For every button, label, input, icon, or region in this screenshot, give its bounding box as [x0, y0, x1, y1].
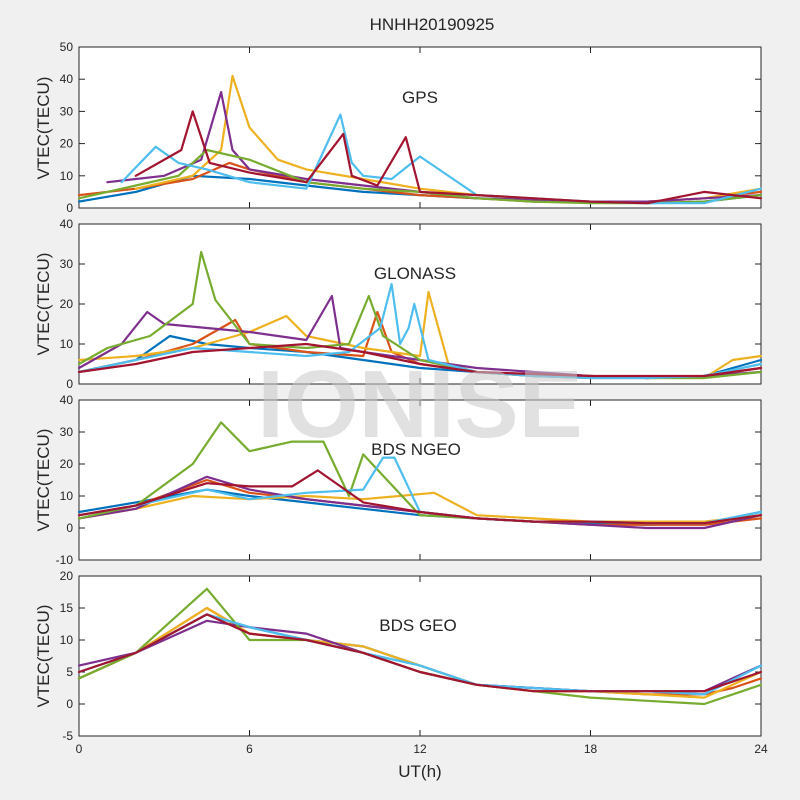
series-line-7 — [77, 342, 763, 378]
y-tick-label: 0 — [66, 521, 73, 535]
y-tick-label: 20 — [60, 297, 74, 311]
x-tick-label: 6 — [246, 742, 253, 756]
x-tick-label: 18 — [584, 742, 598, 756]
y-tick-label: 20 — [60, 569, 74, 583]
series-group — [77, 421, 763, 530]
y-tick-label: 15 — [60, 601, 74, 615]
x-tick-label: 12 — [413, 742, 427, 756]
figure-title: HNHH20190925 — [370, 15, 495, 34]
y-tick-label: 40 — [60, 217, 74, 231]
y-tick-label: 40 — [60, 72, 74, 86]
y-tick-label: 0 — [66, 377, 73, 391]
y-tick-label: 30 — [60, 104, 74, 118]
series-group — [77, 250, 763, 380]
axis-ticks: 0 10 20 30 40 50 — [60, 40, 762, 215]
y-tick-label: 50 — [60, 40, 74, 54]
y-tick-label: 10 — [60, 337, 74, 351]
y-tick-label: 30 — [60, 257, 74, 271]
panel-glonass: 0 10 20 30 40 GLONASS VTEC(TECU) — [34, 217, 763, 391]
panel-annotation: BDS GEO — [379, 616, 456, 635]
axis-ticks: 0 10 20 30 40 — [60, 217, 762, 391]
y-tick-label: 30 — [60, 425, 74, 439]
series-group — [77, 74, 763, 205]
plot-area — [78, 575, 762, 737]
y-axis-label: VTEC(TECU) — [34, 429, 53, 532]
y-tick-label: 0 — [66, 697, 73, 711]
panel-annotation: GLONASS — [374, 264, 456, 283]
y-axis-label: VTEC(TECU) — [34, 77, 53, 180]
y-tick-label: 10 — [60, 633, 74, 647]
y-tick-label: -10 — [56, 553, 74, 567]
plot-area — [78, 399, 762, 561]
axis-ticks: -10 0 10 20 30 40 — [56, 393, 762, 567]
series-group — [77, 587, 763, 706]
y-tick-label: 40 — [60, 393, 74, 407]
y-tick-label: 0 — [66, 201, 73, 215]
series-line-6 — [77, 282, 763, 380]
panel-gps: 0 10 20 30 40 50 GPS VTEC(TECU) — [34, 40, 763, 215]
panel-bds-ngeo: -10 0 10 20 30 40 BDS NGEO VTEC(TECU) — [34, 393, 763, 567]
series-line-7 — [77, 613, 763, 693]
x-tick-label: 0 — [76, 742, 83, 756]
y-tick-label: 20 — [60, 137, 74, 151]
plot-area — [78, 46, 762, 209]
y-tick-label: 5 — [66, 665, 73, 679]
y-tick-label: -5 — [62, 729, 73, 743]
y-axis-label: VTEC(TECU) — [34, 605, 53, 708]
x-tick-label: 24 — [754, 742, 768, 756]
x-axis-label: UT(h) — [398, 762, 441, 781]
panel-annotation: GPS — [402, 88, 438, 107]
series-line-3 — [77, 491, 763, 523]
y-axis-label: VTEC(TECU) — [34, 253, 53, 356]
panel-annotation: BDS NGEO — [371, 440, 461, 459]
y-tick-label: 10 — [60, 489, 74, 503]
y-tick-label: 10 — [60, 169, 74, 183]
series-line-7 — [134, 110, 763, 205]
series-line-7 — [77, 469, 763, 525]
y-tick-label: 20 — [60, 457, 74, 471]
